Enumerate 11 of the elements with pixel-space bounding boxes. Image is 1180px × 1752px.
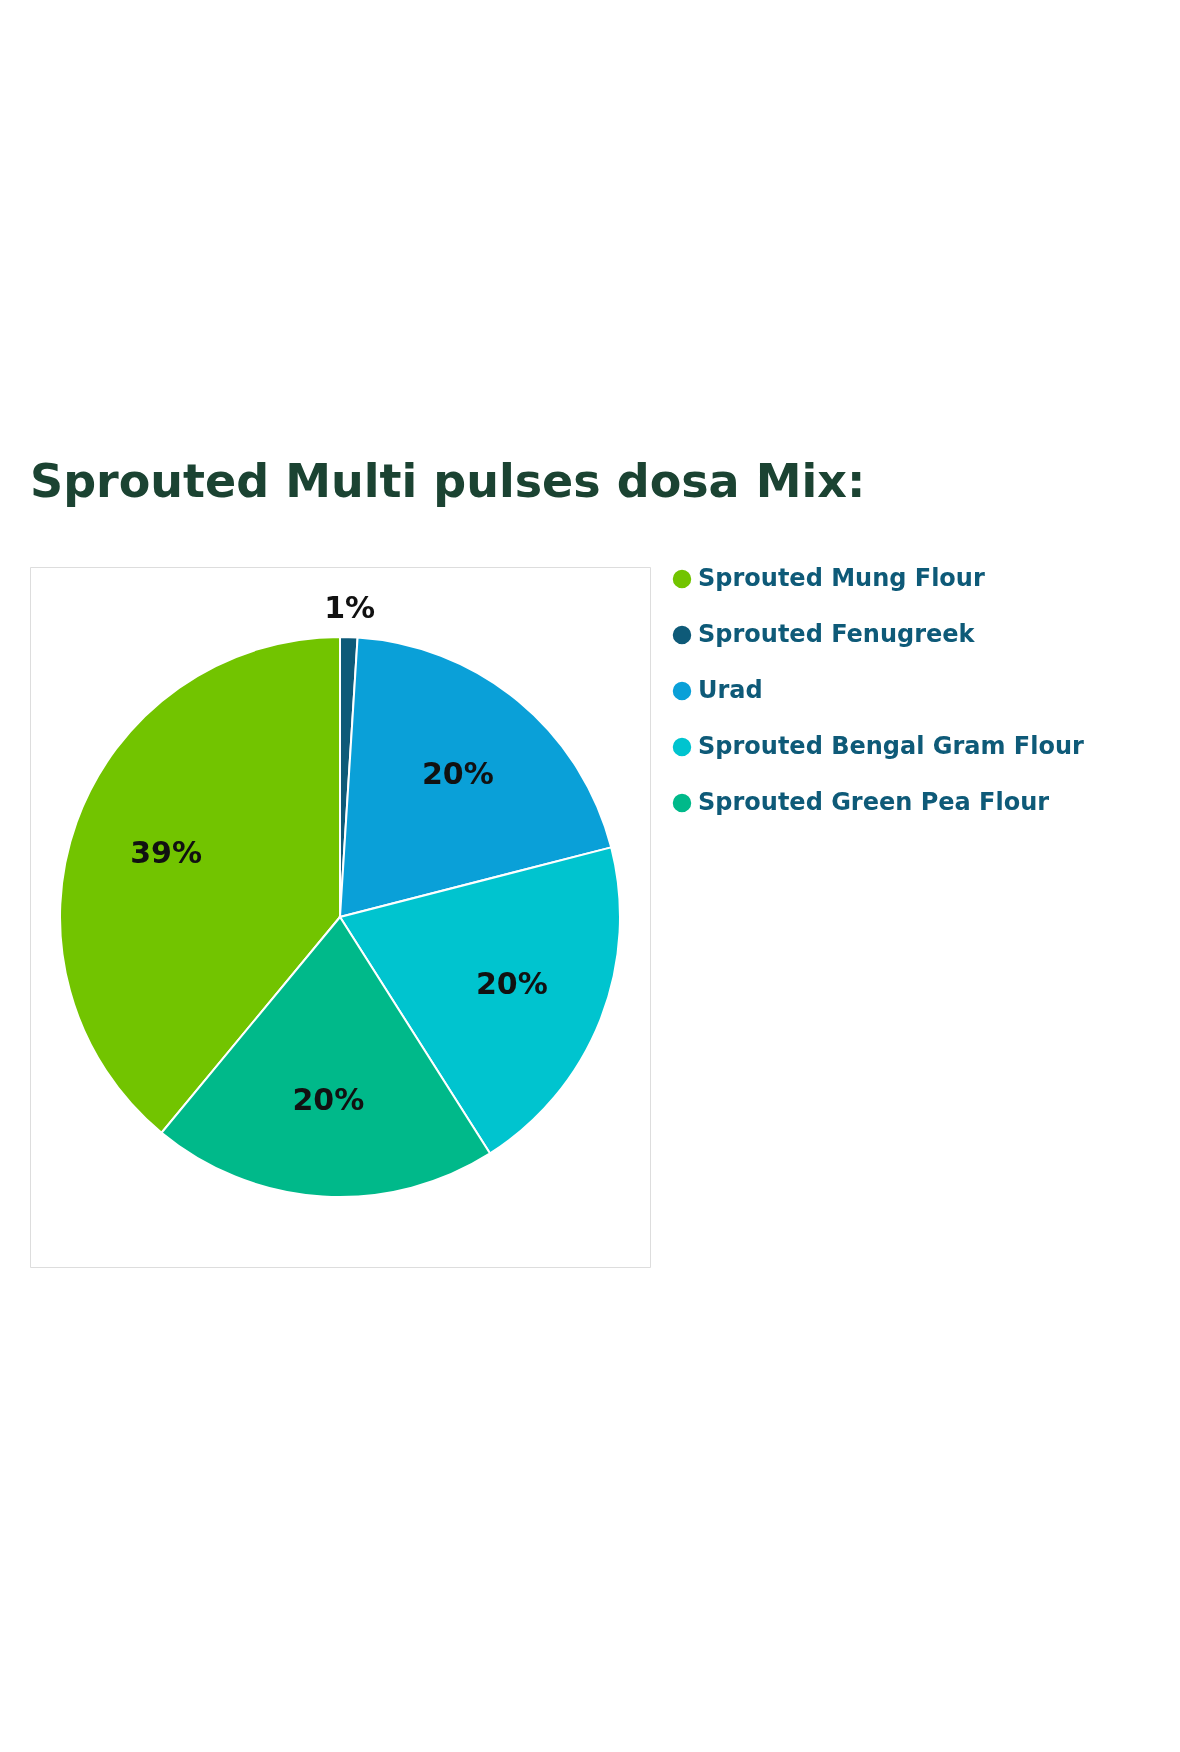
data-label: 1% — [324, 590, 376, 626]
data-label: 20% — [475, 966, 548, 1002]
chart-title: Sprouted Multi pulses dosa Mix: — [30, 454, 866, 508]
legend-label: Urad — [698, 676, 763, 704]
legend-label: Sprouted Mung Flour — [698, 564, 985, 592]
legend-label: Sprouted Green Pea Flour — [698, 788, 1050, 816]
data-label: 20% — [421, 755, 494, 791]
data-label: 20% — [292, 1082, 365, 1118]
legend-label: Sprouted Bengal Gram Flour — [698, 732, 1085, 760]
data-label: 39% — [130, 835, 203, 871]
legend-label: Sprouted Fenugreek — [698, 620, 976, 648]
